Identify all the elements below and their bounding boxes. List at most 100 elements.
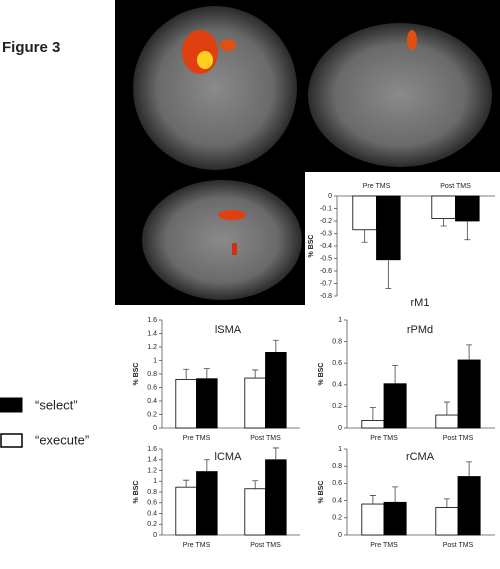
- bar: [361, 503, 385, 536]
- bar: [383, 383, 407, 429]
- activation: [407, 30, 417, 50]
- y-tick-label: 0: [153, 532, 157, 539]
- x-tick-label: Post TMS: [250, 542, 281, 549]
- y-tick-label: -0.2: [320, 218, 332, 225]
- y-tick-label: 0: [153, 425, 157, 432]
- activation: [182, 30, 218, 74]
- bar: [435, 414, 459, 429]
- legend-swatch: [0, 433, 23, 448]
- error-bar: [203, 368, 210, 379]
- x-tick-label: Post TMS: [443, 542, 474, 549]
- y-tick-label: -0.1: [320, 205, 332, 212]
- activation: [218, 210, 246, 220]
- error-bar: [369, 495, 376, 505]
- y-tick-label: 0.8: [147, 489, 157, 496]
- coronal-slice: [133, 6, 297, 170]
- x-tick-label: Post TMS: [443, 435, 474, 442]
- y-tick-label: 0.4: [147, 398, 157, 405]
- bar: [265, 459, 287, 536]
- error-bar: [361, 229, 368, 243]
- chart-panel: [305, 172, 500, 315]
- legend: “select” “execute”: [0, 397, 89, 448]
- x-tick-label: Pre TMS: [370, 435, 398, 442]
- y-tick-label: 1: [338, 446, 342, 453]
- y-axis-label: % BSC: [318, 481, 325, 504]
- axial-slice: [142, 180, 302, 300]
- y-tick-label: 0.2: [332, 515, 342, 522]
- y-tick-label: 0.4: [147, 510, 157, 517]
- legend-label: “execute”: [35, 432, 89, 447]
- error-bar: [203, 459, 210, 472]
- chart-title: lSMA: [215, 324, 242, 336]
- error-bar: [183, 368, 190, 380]
- error-bar: [464, 221, 471, 241]
- activation: [197, 51, 213, 69]
- y-axis-label: % BSC: [133, 481, 140, 504]
- error-bar: [392, 364, 399, 384]
- y-tick-label: 1: [338, 317, 342, 324]
- y-tick-label: 0.8: [332, 463, 342, 470]
- y-tick-label: 1.6: [147, 446, 157, 453]
- error-bar: [252, 480, 259, 489]
- bar: [175, 378, 197, 429]
- y-tick-label: -0.3: [320, 230, 332, 237]
- error-bar: [466, 461, 473, 477]
- y-tick-label: -0.5: [320, 255, 332, 262]
- y-tick-label: 0.2: [332, 403, 342, 410]
- y-tick-label: 0: [338, 425, 342, 432]
- bar: [361, 420, 385, 429]
- y-tick-label: 0: [328, 193, 332, 200]
- y-tick-label: 1: [153, 357, 157, 364]
- y-tick-label: 0.6: [147, 500, 157, 507]
- y-axis-label: % BSC: [318, 363, 325, 386]
- bar: [455, 195, 480, 222]
- y-tick-label: 0.8: [147, 371, 157, 378]
- bar: [435, 507, 459, 536]
- bar: [352, 195, 377, 231]
- y-tick-label: 1.4: [147, 330, 157, 337]
- error-bar: [252, 369, 259, 379]
- chart-title: rCMA: [406, 451, 435, 463]
- y-tick-label: 0: [338, 532, 342, 539]
- y-tick-label: 1.6: [147, 317, 157, 324]
- y-tick-label: 0.6: [332, 480, 342, 487]
- bar: [196, 471, 218, 536]
- x-tick-label: Pre TMS: [370, 542, 398, 549]
- figure-label: Figure 3: [2, 39, 60, 56]
- x-tick-label: Pre TMS: [183, 542, 211, 549]
- activation: [220, 39, 236, 51]
- activation: [232, 243, 237, 255]
- brain-images: [115, 0, 500, 315]
- y-tick-label: 1.4: [147, 457, 157, 464]
- x-tick-label: Post TMS: [440, 183, 471, 190]
- error-bar: [183, 479, 190, 488]
- bar: [457, 359, 481, 429]
- y-tick-label: 0.4: [332, 497, 342, 504]
- legend-swatch: [0, 397, 23, 413]
- y-tick-label: 0.2: [147, 411, 157, 418]
- legend-label: “select”: [35, 397, 78, 412]
- y-tick-label: 0.8: [332, 338, 342, 345]
- error-bar: [440, 218, 447, 227]
- error-bar: [466, 344, 473, 360]
- y-tick-label: 0.2: [147, 521, 157, 528]
- sagittal-slice: [308, 23, 492, 167]
- chart-title: lCMA: [215, 451, 243, 463]
- x-tick-label: Post TMS: [250, 435, 281, 442]
- error-bar: [443, 401, 450, 416]
- error-bar: [385, 259, 392, 289]
- x-tick-label: Pre TMS: [363, 183, 391, 190]
- y-tick-label: -0.4: [320, 243, 332, 250]
- y-tick-label: -0.7: [320, 280, 332, 287]
- bar: [376, 195, 401, 261]
- chart-title: rM1: [411, 297, 430, 309]
- bar: [383, 501, 407, 536]
- y-tick-label: 1: [153, 478, 157, 485]
- bar: [431, 195, 456, 219]
- error-bar: [369, 407, 376, 421]
- error-bar: [272, 339, 279, 353]
- y-axis-label: % BSC: [308, 235, 315, 258]
- y-tick-label: 0.6: [332, 360, 342, 367]
- bar: [244, 488, 266, 536]
- y-tick-label: -0.6: [320, 268, 332, 275]
